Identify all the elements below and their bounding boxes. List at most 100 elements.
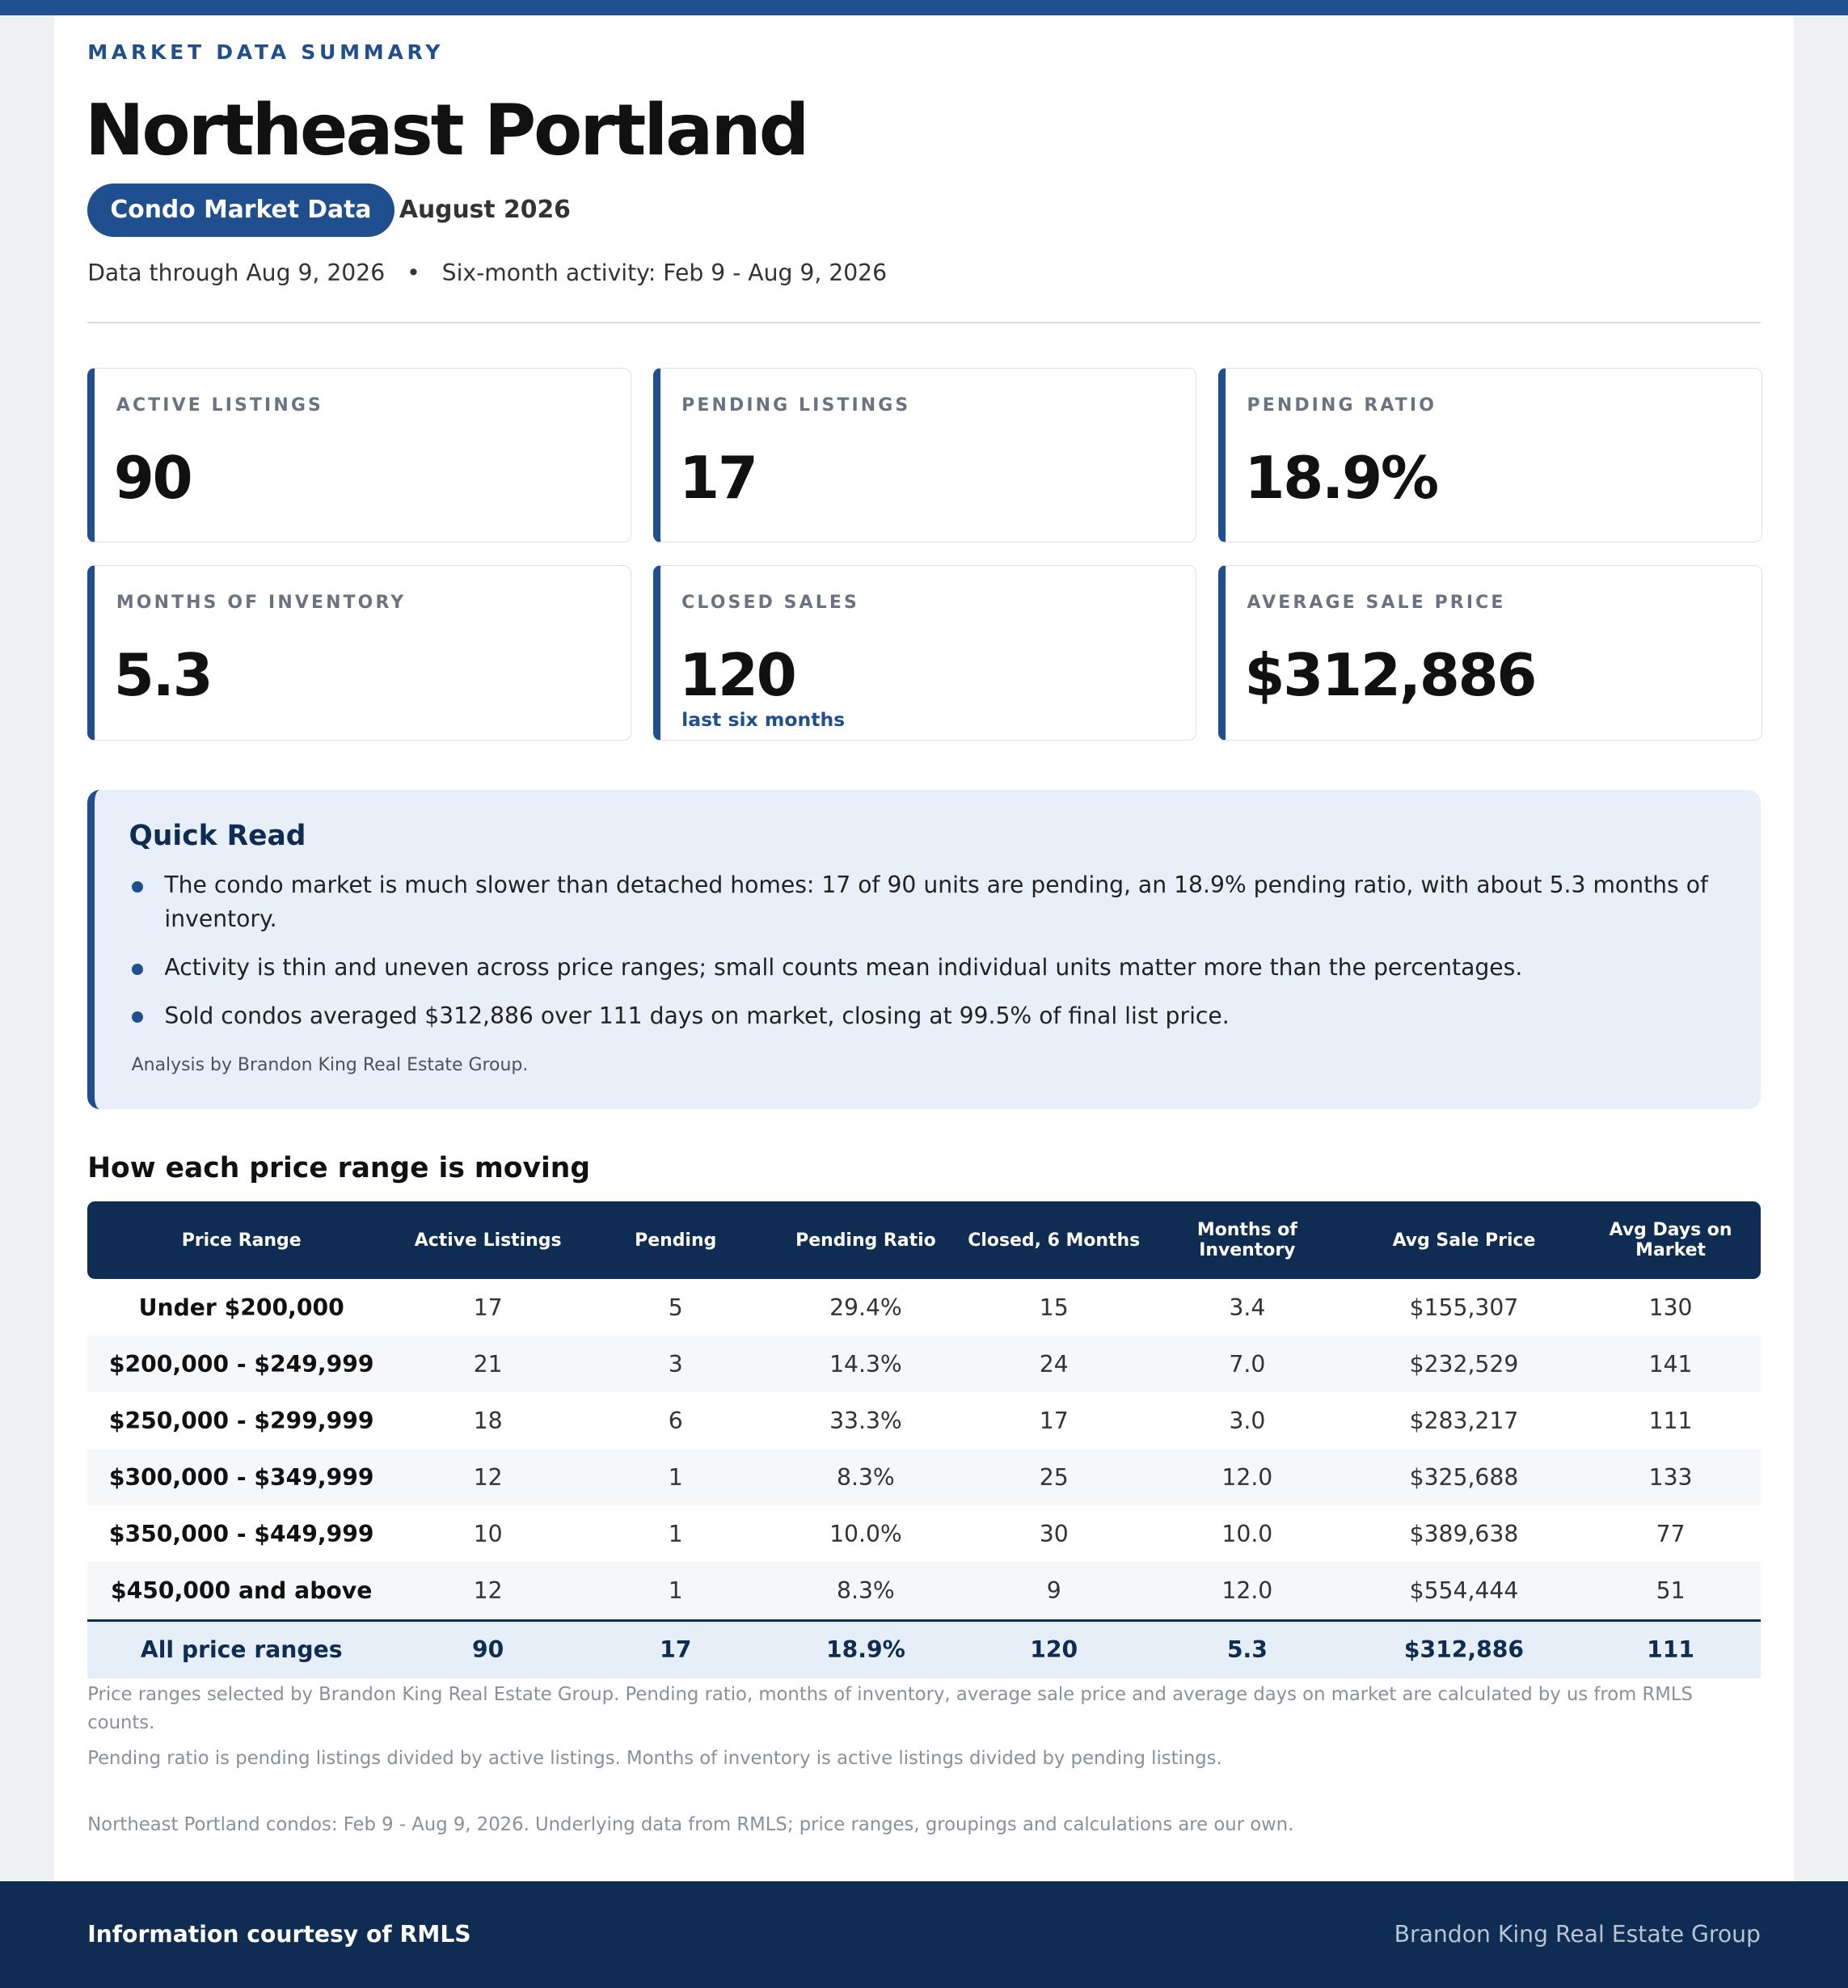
bullet-list: The condo market is much slower than det… — [129, 868, 1714, 1047]
column-header: Pending — [580, 1201, 771, 1280]
kpi-value: 18.9% — [1244, 444, 1439, 513]
table-cell: 111 — [1648, 1407, 1693, 1434]
total-cell: All price ranges — [87, 1619, 396, 1678]
kpi-card: CLOSED SALES 120 last six months — [652, 565, 1197, 741]
kpi-card: MONTHS OF INVENTORY 5.3 — [87, 565, 631, 741]
column-header: Avg Sale Price — [1347, 1201, 1581, 1280]
note: Price ranges selected by Brandon King Re… — [87, 1684, 1693, 1733]
column-header: Avg Days on Market — [1580, 1201, 1761, 1280]
title: Northeast Portland — [85, 88, 809, 171]
kpi-card: AVERAGE SALE PRICE $312,886 — [1217, 565, 1762, 741]
table-cell: 51 — [1580, 1562, 1761, 1621]
table-cell: 14.3% — [770, 1336, 961, 1393]
activity: Six-month activity: Feb 9 - Aug 9, 2026 — [441, 260, 888, 287]
bullet: Activity is thin and uneven across price… — [129, 951, 1714, 985]
table-cell: 10.0 — [1221, 1520, 1273, 1547]
total-cell: $312,886 — [1347, 1619, 1581, 1678]
table-cell: 10 — [473, 1520, 503, 1547]
price-table: Price Range Active Listings Pending Pending… — [87, 1201, 1761, 1678]
table-cell: 15 — [1039, 1294, 1069, 1321]
table-cell: 12 — [395, 1449, 581, 1506]
table-cell: 30 — [1039, 1520, 1069, 1547]
column-header: Months of Inventory — [1146, 1201, 1348, 1280]
table-cell: 3 — [580, 1336, 771, 1393]
bullet: Sold condos averaged $312,886 over 111 d… — [129, 999, 1714, 1033]
eyebrow: MARKET DATA SUMMARY — [87, 40, 445, 65]
total-cell: 120 — [960, 1619, 1147, 1678]
table-cell: 8.3% — [770, 1562, 961, 1621]
table-cell: 77 — [1656, 1520, 1686, 1547]
table-cell: 29.4% — [829, 1294, 902, 1321]
period: August 2026 — [399, 196, 571, 225]
kpi-value: $312,886 — [1244, 642, 1537, 711]
table-cell: $554,444 — [1347, 1562, 1581, 1621]
table-row: $350,000 - $449,999 10 1 10.0% 30 10.0 $389,63… — [87, 1505, 1761, 1562]
total-cell: 18.9% — [770, 1619, 961, 1678]
kpi-label: CLOSED SALES — [681, 593, 859, 614]
kpi-label: AVERAGE SALE PRICE — [1247, 593, 1506, 614]
table-row: $300,000 - $349,999 12 1 8.3% 25 12.0 $325,688… — [87, 1449, 1761, 1506]
table-cell: 1 — [580, 1562, 771, 1621]
footer-right: Brandon King Real Estate Group — [1394, 1920, 1761, 1948]
source: Northeast Portland condos: Feb 9 - Aug 9… — [87, 1813, 1294, 1835]
table-cell: 12.0 — [1146, 1562, 1348, 1621]
kpi-value: 17 — [679, 444, 758, 513]
table-cell: $450,000 and above — [87, 1562, 396, 1621]
table-cell: $350,000 - $449,999 — [108, 1520, 374, 1547]
table-cell: 7.0 — [1146, 1336, 1348, 1393]
table-cell: 6 — [668, 1407, 683, 1434]
table-cell: 1 — [580, 1449, 771, 1506]
column-header: Pending Ratio — [770, 1201, 961, 1280]
column-header: Price Range — [87, 1201, 396, 1280]
table-row: Under $200,000 17 5 29.4% 15 3.4 $155,307 130 — [87, 1279, 1761, 1336]
total-cell: 5.3 — [1146, 1619, 1348, 1678]
notes: Price ranges selected by Brandon King Re… — [87, 1681, 1761, 1779]
kpi-label: PENDING LISTINGS — [681, 395, 911, 416]
header-row: Price Range Active Listings Pending Pending… — [87, 1201, 1761, 1280]
table-cell: 18 — [473, 1407, 503, 1434]
credit: Analysis by Brandon King Real Estate Gro… — [131, 1054, 529, 1075]
note: Pending ratio is pending listings divide… — [87, 1747, 1222, 1769]
table-row: $200,000 - $249,999 21 3 14.3% 24 7.0 $232,529… — [87, 1336, 1761, 1393]
table-cell: $283,217 — [1409, 1407, 1519, 1434]
table-body: Under $200,000 17 5 29.4% 15 3.4 $155,307 1 30 $2… — [87, 1279, 1761, 1678]
table-cell: Under $200,000 — [138, 1294, 344, 1321]
column-header: Active Listings — [395, 1201, 581, 1280]
footer: Information courtesy of RMLS Brandon Kin… — [0, 1880, 1848, 1988]
data-line: Data through Aug 9, 2026 • Six-month act… — [87, 260, 887, 286]
kpi-label: PENDING RATIO — [1247, 395, 1437, 416]
table-cell: $389,638 — [1409, 1520, 1519, 1547]
table-row: $450,000 and above 12 1 8.3% 9 12.0 $554,444 51 — [87, 1562, 1761, 1621]
kpi-value: 90 — [113, 444, 193, 513]
data-through: Data through Aug 9, 2026 — [87, 260, 386, 287]
kpi-label: ACTIVE LISTINGS — [116, 395, 323, 416]
table-cell: $300,000 - $349,999 — [87, 1449, 396, 1506]
table-cell: 141 — [1580, 1336, 1761, 1393]
table-cell: 12 — [395, 1562, 581, 1621]
table-cell: 9 — [960, 1562, 1147, 1621]
table-cell: 1 — [668, 1520, 683, 1547]
table-row: $250,000 - $299,999 18 6 33.3% 17 3.0 $283,217… — [87, 1392, 1761, 1449]
top-bar — [0, 0, 1848, 15]
kpi-note: last six months — [681, 707, 846, 731]
table-cell: 24 — [960, 1336, 1147, 1393]
kpi-card: PENDING LISTINGS 17 — [652, 367, 1197, 543]
total-cell: 111 — [1580, 1619, 1761, 1678]
table-cell: $250,000 - $299,999 — [108, 1407, 374, 1434]
kpi-card: ACTIVE LISTINGS 90 — [87, 367, 631, 543]
quick-read: Quick Read The condo market is much slow… — [87, 789, 1761, 1109]
table-cell: 10.0% — [829, 1520, 902, 1547]
table-cell: 3.4 — [1229, 1294, 1266, 1321]
table-cell: 3.0 — [1229, 1407, 1266, 1434]
kpi-value: 5.3 — [113, 642, 213, 711]
table-cell: 21 — [395, 1336, 581, 1393]
footer-left: Information courtesy of RMLS — [87, 1920, 471, 1948]
table-cell: $232,529 — [1347, 1336, 1581, 1393]
table-cell: 12.0 — [1146, 1449, 1348, 1506]
separator: • — [407, 260, 420, 287]
badge: Condo Market Data — [87, 184, 394, 238]
table-cell: 25 — [960, 1449, 1147, 1506]
total-cell: 17 — [580, 1619, 771, 1678]
table-cell: 5 — [668, 1294, 683, 1321]
table-cell: $155,307 — [1409, 1294, 1519, 1321]
